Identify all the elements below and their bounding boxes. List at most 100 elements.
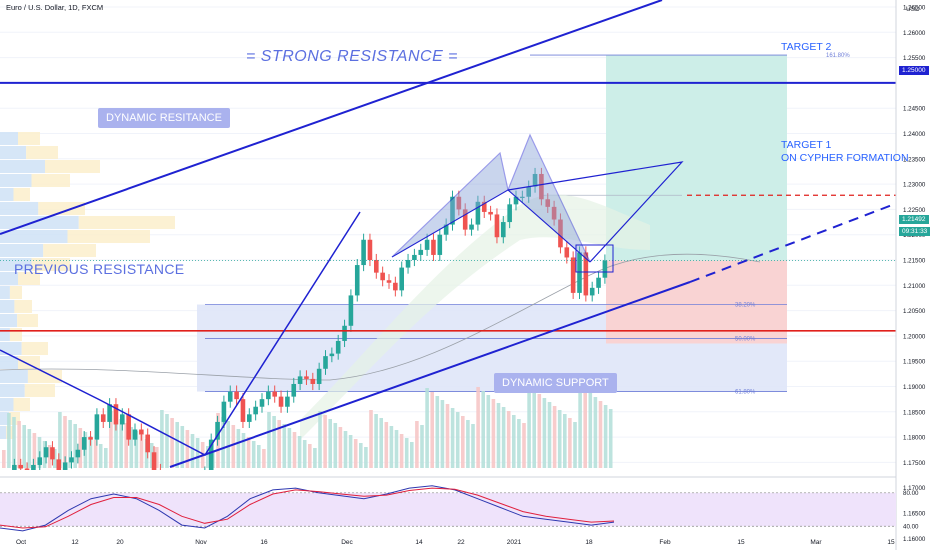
candle bbox=[558, 213, 563, 254]
candle bbox=[424, 233, 430, 256]
volume-bar bbox=[348, 435, 353, 468]
candle bbox=[399, 261, 404, 297]
volume-profile-bar bbox=[0, 314, 18, 327]
candle-body bbox=[450, 196, 455, 225]
volume-bar bbox=[98, 444, 103, 468]
target-2-label: TARGET 2 bbox=[781, 41, 832, 53]
fib-label-38: 38.20% bbox=[735, 303, 756, 309]
x-tick-label: 12 bbox=[71, 539, 79, 546]
candle bbox=[539, 167, 544, 206]
candle bbox=[342, 319, 347, 348]
volume-bar bbox=[410, 442, 414, 468]
candle bbox=[412, 248, 417, 267]
volume-bar bbox=[88, 436, 93, 468]
candle bbox=[204, 466, 206, 470]
candle-body bbox=[132, 429, 138, 440]
candle-body bbox=[501, 222, 506, 238]
volume-bar bbox=[506, 411, 511, 468]
volume-bar bbox=[394, 430, 399, 468]
candle-body bbox=[513, 196, 519, 205]
y-tick-label: 1.18000 bbox=[903, 435, 926, 442]
candle-body bbox=[151, 452, 157, 470]
volume-bar bbox=[195, 438, 200, 468]
volume-bar bbox=[226, 421, 230, 468]
x-tick-label: 2021 bbox=[507, 539, 522, 546]
candle-body bbox=[75, 449, 81, 458]
candle-body bbox=[297, 376, 303, 384]
candle-body bbox=[24, 468, 30, 470]
candle bbox=[488, 205, 493, 221]
volume-bar bbox=[170, 418, 174, 468]
candle bbox=[208, 433, 214, 470]
volume-profile-bar bbox=[14, 300, 32, 313]
candle-body bbox=[81, 437, 87, 450]
y-tick-label: 1.18500 bbox=[903, 409, 926, 416]
y-tick-label: 1.22500 bbox=[903, 207, 926, 214]
candle-body bbox=[424, 239, 430, 250]
y-tick-label: 1.19000 bbox=[903, 384, 926, 391]
volume-bar bbox=[471, 424, 475, 468]
volume-profile-bar bbox=[0, 356, 18, 369]
volume-profile-bar bbox=[9, 328, 22, 341]
candle-body bbox=[348, 295, 354, 326]
candle bbox=[577, 246, 582, 299]
candle bbox=[69, 451, 74, 469]
candle bbox=[81, 431, 87, 456]
volume-profile-bar bbox=[43, 244, 96, 257]
candle bbox=[43, 441, 49, 464]
dynamic-support-line bbox=[169, 281, 691, 468]
candle bbox=[240, 393, 246, 428]
dynamic-support-projection bbox=[689, 202, 896, 283]
candle bbox=[259, 393, 265, 413]
candle bbox=[247, 408, 252, 428]
volume-bar bbox=[338, 427, 343, 468]
volume-bar bbox=[302, 440, 307, 468]
currency-label: USD bbox=[906, 6, 920, 13]
dynamic-resistance-line bbox=[0, 0, 663, 235]
volume-bar bbox=[588, 393, 593, 468]
candle-body bbox=[113, 404, 119, 425]
candle-body bbox=[215, 421, 220, 440]
volume-bar bbox=[78, 428, 83, 468]
candle-body bbox=[526, 186, 531, 197]
volume-bar bbox=[491, 399, 496, 468]
candle-body bbox=[520, 196, 525, 198]
x-tick-label: 16 bbox=[260, 539, 268, 546]
candle-body bbox=[335, 340, 341, 354]
volume-profile-bar bbox=[0, 286, 10, 299]
candle bbox=[354, 258, 360, 302]
candle-body bbox=[316, 368, 322, 384]
x-tick-label: 22 bbox=[457, 539, 465, 546]
candle-body bbox=[234, 391, 239, 400]
candle-body bbox=[481, 201, 487, 212]
volume-profile-bar bbox=[21, 342, 48, 355]
volume-bar bbox=[160, 410, 164, 468]
volume-bar bbox=[532, 390, 536, 468]
candle-body bbox=[412, 254, 417, 260]
candle bbox=[139, 423, 144, 441]
fib-label-50: 50.00% bbox=[735, 336, 756, 342]
candle bbox=[589, 281, 595, 302]
candle-body bbox=[602, 260, 608, 278]
candle-body bbox=[589, 287, 595, 296]
candle bbox=[323, 350, 328, 375]
fib-label-161: 161.80% bbox=[826, 53, 850, 59]
volume-bar bbox=[323, 415, 327, 468]
volume-profile-bar bbox=[0, 300, 15, 313]
volume-bar bbox=[501, 407, 506, 468]
candle bbox=[297, 370, 303, 391]
y-tick-label: 1.16000 bbox=[903, 536, 926, 543]
candle-body bbox=[342, 325, 347, 341]
ma-line bbox=[0, 253, 761, 381]
volume-bar bbox=[318, 411, 322, 468]
candle bbox=[513, 190, 519, 211]
target-1-line1: TARGET 1 bbox=[781, 139, 832, 151]
candle-body bbox=[386, 280, 392, 283]
candle bbox=[278, 390, 284, 413]
candle-body bbox=[354, 265, 360, 296]
candle-body bbox=[462, 209, 468, 230]
x-tick-label: 20 bbox=[116, 539, 124, 546]
volume-profile-bar bbox=[0, 272, 18, 285]
candle-body bbox=[367, 239, 373, 260]
